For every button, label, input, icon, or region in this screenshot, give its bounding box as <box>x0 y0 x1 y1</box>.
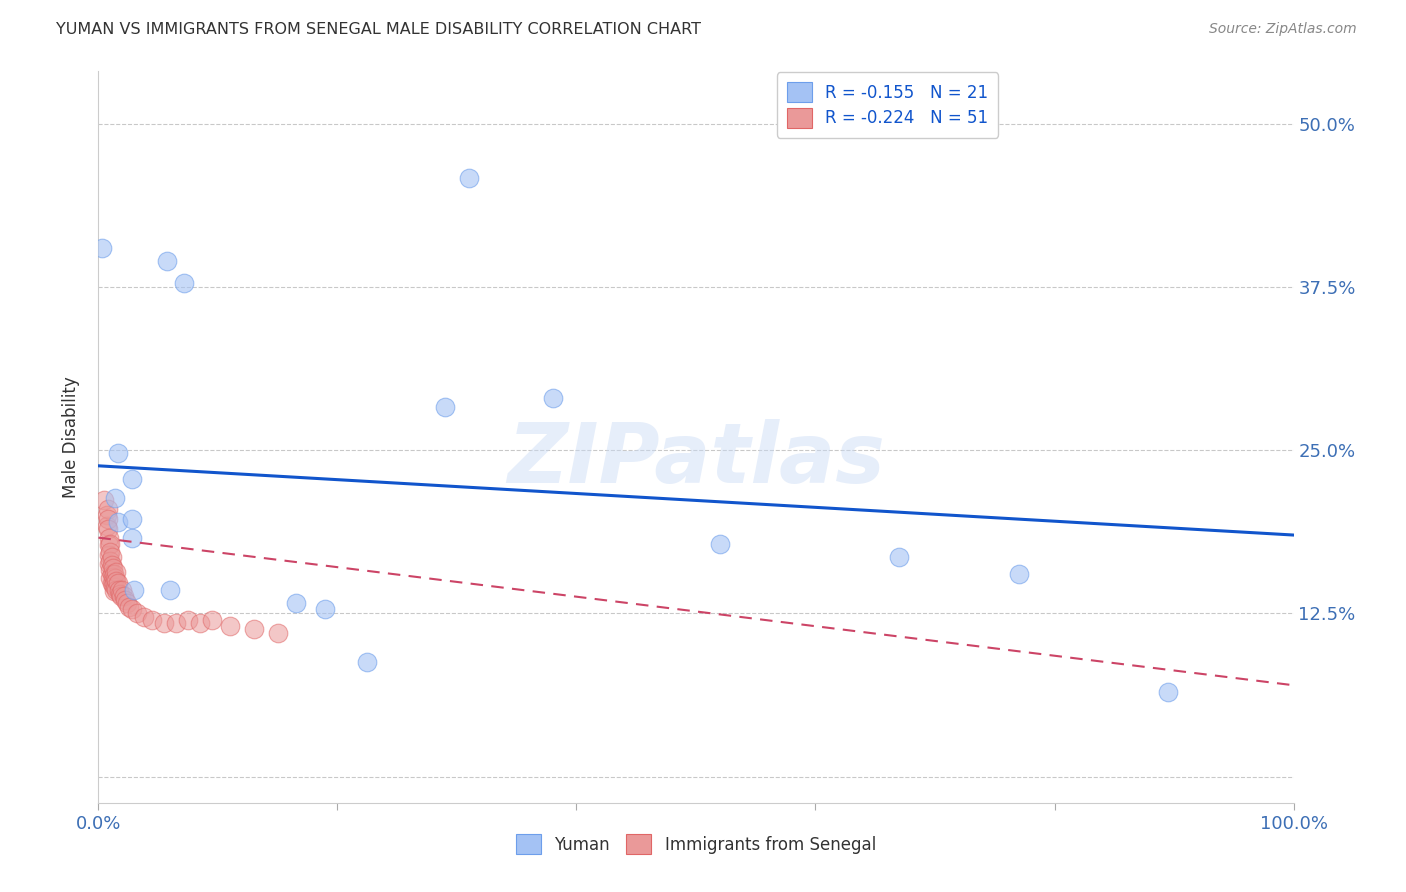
Point <box>159 582 181 597</box>
Point <box>121 602 143 616</box>
Point <box>121 531 143 545</box>
Point <box>98 548 121 562</box>
Text: YUMAN VS IMMIGRANTS FROM SENEGAL MALE DISABILITY CORRELATION CHART: YUMAN VS IMMIGRANTS FROM SENEGAL MALE DI… <box>56 22 702 37</box>
Point <box>101 560 124 574</box>
Text: Source: ZipAtlas.com: Source: ZipAtlas.com <box>1209 22 1357 37</box>
Point <box>107 446 129 460</box>
Point <box>100 558 122 573</box>
Point <box>93 492 115 507</box>
Point <box>100 550 122 565</box>
Point <box>267 626 290 640</box>
Point <box>104 571 127 585</box>
Point <box>97 512 120 526</box>
Point <box>141 613 163 627</box>
Point <box>284 596 307 610</box>
Point <box>105 574 128 588</box>
Point <box>101 577 124 591</box>
Point <box>103 584 125 599</box>
Point <box>107 515 129 529</box>
Point <box>97 502 120 516</box>
Point <box>173 276 195 290</box>
Point <box>98 554 122 568</box>
Y-axis label: Male Disability: Male Disability <box>62 376 80 498</box>
Point <box>108 587 131 601</box>
Point <box>98 539 121 553</box>
Point <box>98 557 121 571</box>
Point <box>115 596 138 610</box>
Point <box>118 599 141 614</box>
Point <box>101 570 124 584</box>
Point <box>356 655 378 669</box>
Point <box>1157 685 1180 699</box>
Point <box>434 400 457 414</box>
Point <box>98 545 122 559</box>
Point <box>110 590 132 604</box>
Point <box>103 567 125 582</box>
Point <box>98 537 122 551</box>
Point <box>132 610 155 624</box>
Point <box>98 571 122 585</box>
Point <box>155 253 177 268</box>
Point <box>104 491 127 506</box>
Point <box>219 619 242 633</box>
Legend: Yuman, Immigrants from Senegal: Yuman, Immigrants from Senegal <box>509 828 883 860</box>
Point <box>103 576 125 591</box>
Point <box>177 613 200 627</box>
Point <box>124 582 146 597</box>
Point <box>458 171 481 186</box>
Point <box>105 565 128 579</box>
Point <box>114 593 136 607</box>
Point <box>1008 567 1031 582</box>
Text: ZIPatlas: ZIPatlas <box>508 418 884 500</box>
Point <box>709 537 731 551</box>
Point <box>889 550 911 565</box>
Point <box>98 531 121 545</box>
Point <box>104 580 127 594</box>
Point <box>96 508 118 523</box>
Point <box>107 582 129 597</box>
Point <box>97 521 120 535</box>
Point <box>125 607 148 621</box>
Point <box>315 602 337 616</box>
Point <box>112 590 135 604</box>
Point <box>107 576 129 591</box>
Point <box>153 615 176 630</box>
Point <box>100 576 122 591</box>
Point <box>165 615 187 630</box>
Point <box>121 472 143 486</box>
Point <box>96 519 118 533</box>
Point <box>188 615 211 630</box>
Point <box>243 622 266 636</box>
Point <box>98 563 122 577</box>
Point <box>100 567 122 582</box>
Point <box>121 512 143 526</box>
Point <box>105 582 128 597</box>
Point <box>541 391 564 405</box>
Point <box>111 582 134 597</box>
Point <box>91 241 114 255</box>
Point <box>201 613 224 627</box>
